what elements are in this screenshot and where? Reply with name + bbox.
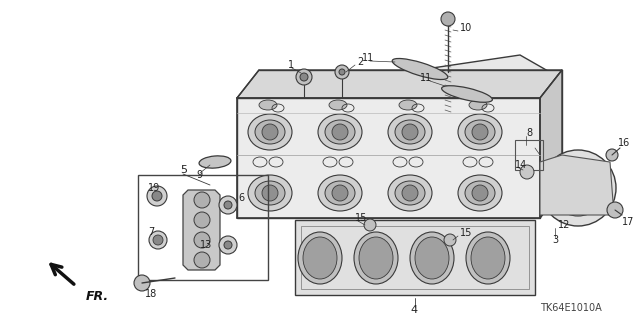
Circle shape <box>224 241 232 249</box>
Text: 18: 18 <box>145 289 157 299</box>
Ellipse shape <box>458 175 502 211</box>
Ellipse shape <box>388 175 432 211</box>
Circle shape <box>364 219 376 231</box>
Circle shape <box>262 124 278 140</box>
Text: TK64E1010A: TK64E1010A <box>540 303 602 313</box>
Circle shape <box>606 149 618 161</box>
Circle shape <box>149 231 167 249</box>
Text: 1: 1 <box>288 60 294 70</box>
Polygon shape <box>237 98 540 218</box>
Ellipse shape <box>325 120 355 144</box>
Polygon shape <box>540 155 614 215</box>
Circle shape <box>219 236 237 254</box>
Ellipse shape <box>329 100 347 110</box>
Text: 2: 2 <box>357 57 364 67</box>
Circle shape <box>472 124 488 140</box>
Circle shape <box>472 185 488 201</box>
Circle shape <box>262 185 278 201</box>
Ellipse shape <box>259 100 277 110</box>
Circle shape <box>194 212 210 228</box>
Circle shape <box>194 232 210 248</box>
Circle shape <box>520 165 534 179</box>
Polygon shape <box>540 70 562 218</box>
Ellipse shape <box>399 100 417 110</box>
Text: 12: 12 <box>558 220 570 230</box>
Circle shape <box>540 150 616 226</box>
Ellipse shape <box>442 86 492 102</box>
Text: 11: 11 <box>420 73 432 83</box>
Ellipse shape <box>248 114 292 150</box>
Text: 9: 9 <box>196 170 202 180</box>
Ellipse shape <box>298 232 342 284</box>
Ellipse shape <box>395 181 425 205</box>
Ellipse shape <box>248 175 292 211</box>
Circle shape <box>134 275 150 291</box>
Ellipse shape <box>392 58 448 79</box>
Bar <box>138 175 268 280</box>
Circle shape <box>194 192 210 208</box>
Ellipse shape <box>415 237 449 279</box>
Circle shape <box>153 235 163 245</box>
Circle shape <box>550 160 606 216</box>
Circle shape <box>441 12 455 26</box>
Circle shape <box>566 176 590 200</box>
Ellipse shape <box>318 175 362 211</box>
Circle shape <box>339 69 345 75</box>
Circle shape <box>300 73 308 81</box>
Ellipse shape <box>471 237 505 279</box>
Text: 17: 17 <box>622 217 634 227</box>
Text: 7: 7 <box>148 227 154 237</box>
Ellipse shape <box>410 232 454 284</box>
Ellipse shape <box>395 120 425 144</box>
Text: 15: 15 <box>355 213 367 223</box>
Text: 5: 5 <box>180 165 187 175</box>
Text: 13: 13 <box>200 240 212 250</box>
Ellipse shape <box>388 114 432 150</box>
Ellipse shape <box>465 120 495 144</box>
Circle shape <box>402 185 418 201</box>
Bar <box>301 226 529 289</box>
Ellipse shape <box>359 237 393 279</box>
Ellipse shape <box>318 114 362 150</box>
Circle shape <box>335 65 349 79</box>
Text: 19: 19 <box>148 183 160 193</box>
Text: 16: 16 <box>618 138 630 148</box>
Text: 10: 10 <box>460 23 472 33</box>
Ellipse shape <box>255 181 285 205</box>
Circle shape <box>219 196 237 214</box>
Ellipse shape <box>465 181 495 205</box>
Text: 6: 6 <box>238 193 244 203</box>
Polygon shape <box>237 70 562 98</box>
Text: 15: 15 <box>460 228 472 238</box>
Text: 11: 11 <box>362 53 374 63</box>
Circle shape <box>296 69 312 85</box>
Text: 4: 4 <box>410 305 417 315</box>
Circle shape <box>402 124 418 140</box>
Circle shape <box>152 191 162 201</box>
Polygon shape <box>183 190 220 270</box>
Circle shape <box>147 186 167 206</box>
Circle shape <box>224 201 232 209</box>
Circle shape <box>332 185 348 201</box>
Ellipse shape <box>303 237 337 279</box>
Polygon shape <box>250 55 555 115</box>
Ellipse shape <box>199 156 231 168</box>
Circle shape <box>607 202 623 218</box>
Circle shape <box>444 234 456 246</box>
Ellipse shape <box>255 120 285 144</box>
Text: 14: 14 <box>515 160 527 170</box>
Ellipse shape <box>469 100 487 110</box>
Bar <box>515 140 543 170</box>
Ellipse shape <box>325 181 355 205</box>
Ellipse shape <box>458 114 502 150</box>
Text: 3: 3 <box>552 235 558 245</box>
Ellipse shape <box>466 232 510 284</box>
Text: FR.: FR. <box>86 290 109 303</box>
Text: 8: 8 <box>526 128 532 138</box>
Circle shape <box>194 252 210 268</box>
Circle shape <box>332 124 348 140</box>
Ellipse shape <box>354 232 398 284</box>
Polygon shape <box>295 220 535 295</box>
